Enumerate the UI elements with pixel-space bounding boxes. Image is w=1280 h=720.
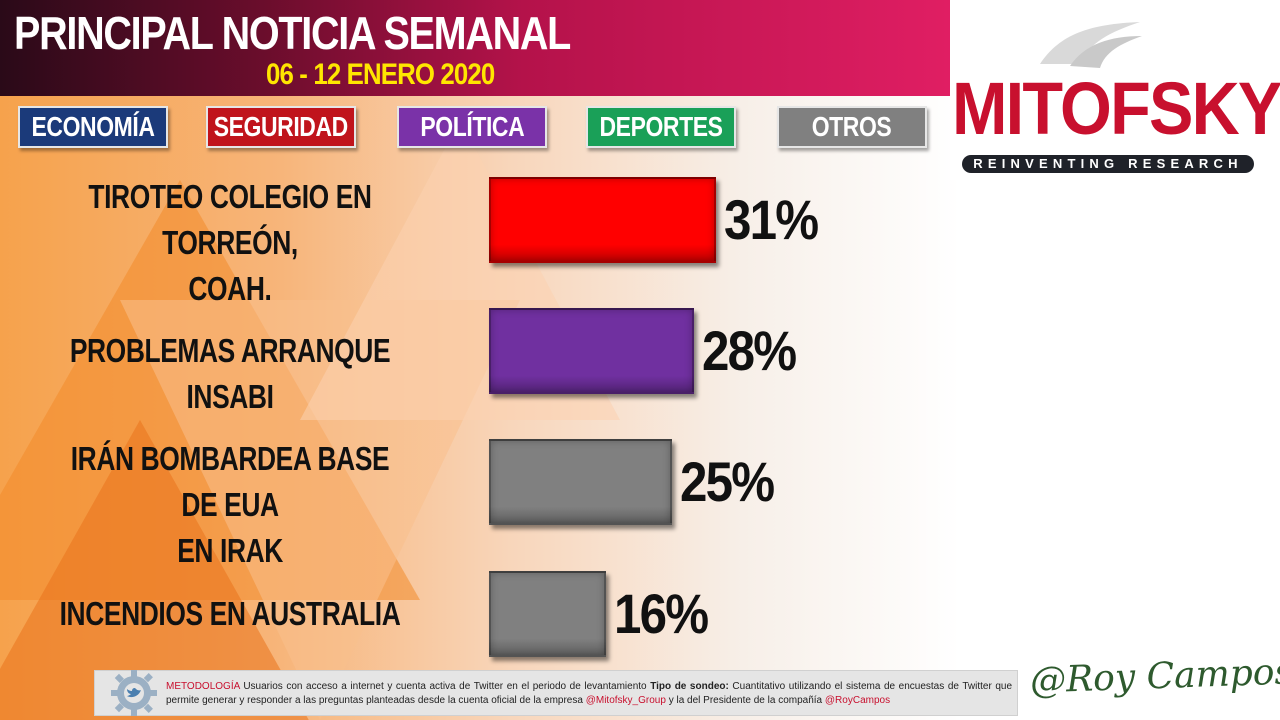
bar-label: PROBLEMAS ARRANQUE INSABI xyxy=(69,332,391,415)
logo-wing-icon xyxy=(1040,22,1142,68)
president-handle-link[interactable]: @RoyCampos xyxy=(824,695,891,706)
header-banner: PRINCIPAL NOTICIA SEMANAL 06 - 12 ENERO … xyxy=(0,0,950,96)
survey-type-description-2: y la del Presidente de la compañía xyxy=(668,695,823,706)
survey-type-label: Tipo de sondeo: xyxy=(650,681,729,692)
bar xyxy=(489,308,694,394)
signature: @Roy Campos xyxy=(1029,651,1280,702)
bar-value-label: 28% xyxy=(702,319,797,382)
bar-value-label: 16% xyxy=(614,582,709,645)
bar xyxy=(489,177,716,263)
logo-wordmark: MITOFSKY xyxy=(952,67,1280,150)
company-handle-link[interactable]: @Mitofsky_Group xyxy=(585,695,666,706)
bar-value-label: 31% xyxy=(724,188,819,251)
methodology-footer xyxy=(94,670,1018,716)
bar-label: TIROTEO COLEGIO EN TORREÓN, COAH. xyxy=(88,178,372,307)
bar-label: INCENDIOS EN AUSTRALIA xyxy=(59,595,401,632)
methodology-text: METODOLOGÍA Usuarios con acceso a intern… xyxy=(166,680,1012,708)
legend-economia: ECONOMÍA xyxy=(18,106,168,148)
methodology-description: Usuarios con acceso a internet y cuenta … xyxy=(243,681,647,692)
methodology-label: METODOLOGÍA xyxy=(166,681,240,692)
legend-otros: OTROS xyxy=(777,106,927,148)
legend-politica: POLÍTICA xyxy=(397,106,547,148)
survey-type-description: Cuantitativo utilizando el sistema de en… xyxy=(166,681,1013,706)
twitter-gear-icon xyxy=(111,670,157,716)
bar xyxy=(489,571,606,657)
legend-seguridad: SEGURIDAD xyxy=(206,106,356,148)
logo-tagline: REINVENTING RESEARCH xyxy=(962,155,1254,173)
legend-deportes: DEPORTES xyxy=(586,106,736,148)
page-title: PRINCIPAL NOTICIA SEMANAL xyxy=(14,7,571,59)
bar-value-label: 25% xyxy=(680,450,775,513)
bar-label: IRÁN BOMBARDEA BASE DE EUA EN IRAK xyxy=(70,440,390,569)
date-range: 06 - 12 ENERO 2020 xyxy=(266,58,495,91)
bar xyxy=(489,439,672,525)
